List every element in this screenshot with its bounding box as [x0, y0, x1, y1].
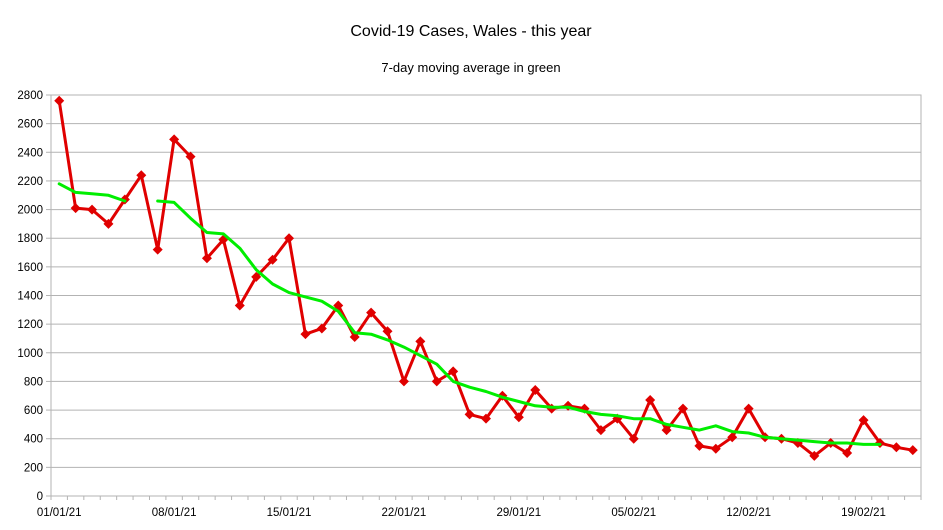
- series-line: [57, 182, 127, 203]
- data-point: [891, 442, 902, 453]
- data-point: [628, 433, 639, 444]
- y-tick-label: 0: [37, 491, 43, 503]
- x-tick-label: 01/01/21: [37, 507, 82, 519]
- y-tick-label: 400: [24, 434, 43, 446]
- data-point: [169, 134, 180, 145]
- y-tick-label: 1600: [17, 262, 43, 274]
- y-tick-label: 2200: [17, 176, 43, 188]
- data-point: [398, 376, 409, 387]
- y-tick-label: 1000: [17, 348, 43, 360]
- data-point: [842, 448, 853, 459]
- data-point: [267, 254, 278, 265]
- data-point: [316, 323, 327, 334]
- data-point: [234, 300, 245, 311]
- chart-subtitle: 7-day moving average in green: [381, 60, 560, 75]
- series-layer: [54, 95, 918, 461]
- y-tick-label: 1200: [17, 319, 43, 331]
- data-point: [87, 204, 98, 215]
- chart-title: Covid-19 Cases, Wales - this year: [350, 23, 592, 40]
- y-tick-label: 2000: [17, 205, 43, 217]
- series-line: [57, 99, 915, 458]
- data-point: [727, 432, 738, 443]
- x-tick-label: 29/01/21: [496, 507, 541, 519]
- x-tick-label: 08/01/21: [152, 507, 197, 519]
- data-point: [481, 413, 491, 424]
- series-2: [57, 182, 882, 446]
- data-point: [185, 151, 196, 162]
- y-tick-label: 200: [24, 462, 43, 474]
- data-point: [694, 440, 705, 451]
- data-point: [415, 336, 426, 347]
- data-point: [54, 95, 65, 106]
- data-point: [70, 203, 81, 214]
- data-point: [201, 253, 212, 264]
- data-point: [152, 244, 163, 255]
- y-tick-label: 600: [24, 405, 43, 417]
- data-point: [448, 366, 459, 377]
- data-point: [464, 409, 475, 420]
- data-point: [595, 425, 606, 436]
- data-point: [251, 271, 262, 282]
- data-point: [530, 385, 541, 396]
- y-tick-label: 2400: [17, 147, 43, 159]
- y-tick-label: 2600: [17, 119, 43, 131]
- data-point: [431, 376, 442, 387]
- data-point: [809, 450, 820, 461]
- data-point: [366, 307, 377, 318]
- axes: 0 200 400 600 800 1000 1200 1400 1600 1800 2000 220…: [17, 90, 922, 519]
- data-point: [710, 443, 721, 454]
- data-point: [382, 326, 393, 337]
- data-point: [103, 218, 114, 229]
- data-point: [136, 170, 147, 181]
- y-tick-label: 800: [24, 376, 43, 388]
- data-point: [661, 425, 672, 436]
- x-tick-label: 12/02/21: [726, 507, 771, 519]
- data-point: [907, 445, 918, 456]
- x-tick-label: 15/01/21: [267, 507, 312, 519]
- data-point: [284, 233, 295, 244]
- y-tick-label: 1400: [17, 291, 43, 303]
- x-tick-label: 19/02/21: [841, 507, 886, 519]
- series-1: [54, 95, 918, 461]
- data-point: [300, 329, 311, 340]
- data-point: [858, 415, 869, 426]
- x-tick-label: 22/01/21: [382, 507, 427, 519]
- data-point: [349, 332, 360, 343]
- data-point: [645, 395, 656, 406]
- y-tick-label: 2800: [17, 90, 43, 102]
- series-line: [156, 199, 882, 446]
- gridlines: [50, 94, 922, 497]
- data-point: [677, 403, 688, 414]
- y-tick-label: 1800: [17, 233, 43, 245]
- x-tick-label: 05/02/21: [611, 507, 656, 519]
- data-point: [513, 412, 524, 423]
- data-point: [743, 403, 754, 414]
